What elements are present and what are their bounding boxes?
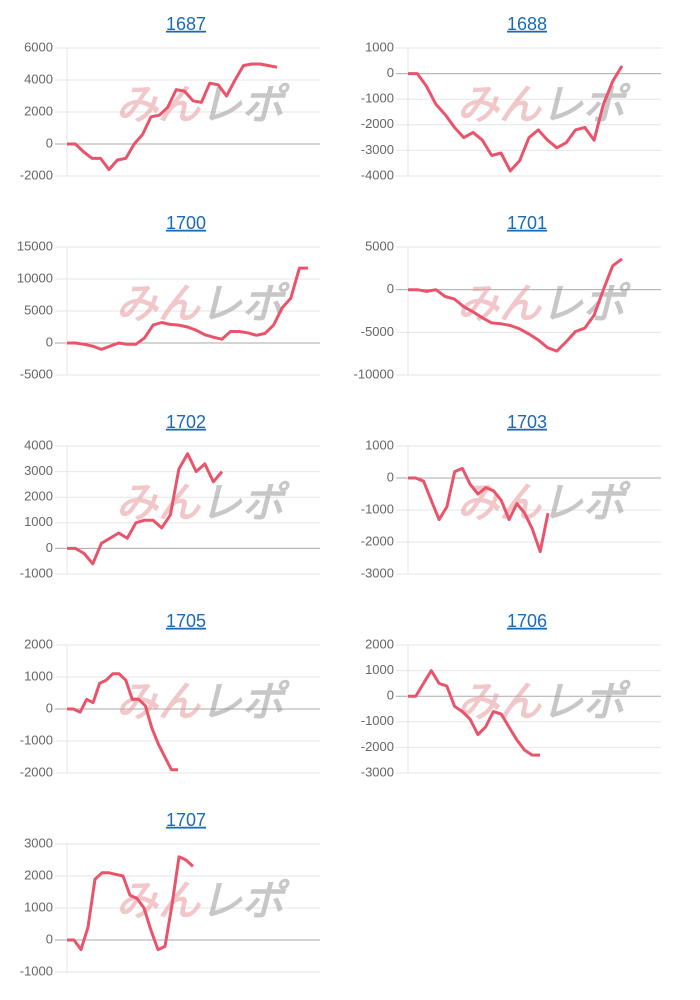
watermark: みんレポ <box>116 877 290 924</box>
y-tick-label: -3000 <box>361 142 394 157</box>
chart-panel: 1702 -1000 0 1000 2000 3000 4000 みんレポ <box>20 412 320 580</box>
chart-panel: 1687 -2000 0 2000 4000 6000 みんレポ <box>20 14 320 182</box>
y-tick-label: 0 <box>46 334 53 349</box>
data-line <box>408 65 624 173</box>
y-tick-label: -2000 <box>20 167 53 182</box>
y-tick-label: 1000 <box>365 662 394 677</box>
y-tick-label: 1000 <box>24 514 53 529</box>
data-line <box>408 466 550 554</box>
chart-title[interactable]: 1700 <box>166 213 206 233</box>
chart-panel: 1703 -3000 -2000 -1000 0 1000 みんレポ <box>361 412 661 580</box>
chart-title[interactable]: 1702 <box>166 412 206 432</box>
y-tick-label: -2000 <box>361 116 394 131</box>
chart-panel: 1700 -5000 0 5000 10000 15000 みんレポ <box>17 213 320 381</box>
y-tick-label: 0 <box>46 135 53 150</box>
y-tick-label: -1000 <box>361 501 394 516</box>
y-tick-label: -2000 <box>20 764 53 779</box>
data-line <box>67 266 308 351</box>
y-tick-label: -2000 <box>361 533 394 548</box>
y-tick-label: 1000 <box>24 899 53 914</box>
chart-panel: 1706 -3000 -2000 -1000 0 1000 2000 みんレポ <box>361 611 661 779</box>
y-tick-label: -1000 <box>20 732 53 747</box>
y-tick-label: 1000 <box>365 437 394 452</box>
y-tick-label: 4000 <box>24 71 53 86</box>
data-line <box>408 257 623 353</box>
y-tick-label: 5000 <box>365 238 394 253</box>
y-tick-label: 0 <box>387 281 394 296</box>
y-tick-label: 10000 <box>17 270 53 285</box>
y-tick-label: -1000 <box>361 91 394 106</box>
y-tick-label: 6000 <box>24 39 53 54</box>
y-tick-label: -5000 <box>361 324 394 339</box>
y-tick-label: -3000 <box>361 565 394 580</box>
y-tick-label: 0 <box>387 65 394 80</box>
y-tick-label: 2000 <box>365 636 394 651</box>
watermark: みんレポ <box>457 479 631 526</box>
y-tick-label: 2000 <box>24 867 53 882</box>
y-tick-label: 0 <box>387 688 394 703</box>
chart-title[interactable]: 1706 <box>507 611 547 631</box>
y-tick-label: 2000 <box>24 489 53 504</box>
y-tick-label: 0 <box>46 700 53 715</box>
y-tick-label: 1000 <box>24 668 53 683</box>
data-line <box>408 669 540 757</box>
y-tick-label: 3000 <box>24 835 53 850</box>
y-tick-label: 2000 <box>24 636 53 651</box>
watermark: みんレポ <box>116 479 290 526</box>
y-tick-label: -1000 <box>20 963 53 978</box>
watermark: みんレポ <box>457 678 631 725</box>
chart-title[interactable]: 1687 <box>166 14 206 34</box>
data-line <box>67 62 278 172</box>
data-line <box>67 672 178 772</box>
y-tick-label: 0 <box>46 540 53 555</box>
y-tick-label: -3000 <box>361 764 394 779</box>
y-tick-label: -10000 <box>354 366 394 381</box>
chart-title[interactable]: 1688 <box>507 14 547 34</box>
y-tick-label: 5000 <box>24 302 53 317</box>
y-tick-label: 0 <box>46 931 53 946</box>
y-tick-label: -1000 <box>20 565 53 580</box>
chart-title[interactable]: 1701 <box>507 213 547 233</box>
y-tick-label: 2000 <box>24 103 53 118</box>
y-tick-label: 3000 <box>24 463 53 478</box>
y-tick-label: -2000 <box>361 739 394 754</box>
watermark: みんレポ <box>116 81 290 128</box>
chart-panel: 1707 -1000 0 1000 2000 3000 みんレポ <box>20 810 320 978</box>
y-tick-label: 0 <box>387 469 394 484</box>
watermark: みんレポ <box>116 280 290 327</box>
chart-title[interactable]: 1707 <box>166 810 206 830</box>
y-tick-label: -5000 <box>20 366 53 381</box>
chart-panel: 1705 -2000 -1000 0 1000 2000 みんレポ <box>20 611 320 779</box>
y-tick-label: -1000 <box>361 713 394 728</box>
chart-title[interactable]: 1705 <box>166 611 206 631</box>
data-line <box>67 855 195 952</box>
chart-title[interactable]: 1703 <box>507 412 547 432</box>
y-tick-label: 4000 <box>24 437 53 452</box>
y-tick-label: -4000 <box>361 167 394 182</box>
y-tick-label: 15000 <box>17 238 53 253</box>
data-line <box>67 452 224 566</box>
y-tick-label: 1000 <box>365 39 394 54</box>
watermark: みんレポ <box>116 678 290 725</box>
